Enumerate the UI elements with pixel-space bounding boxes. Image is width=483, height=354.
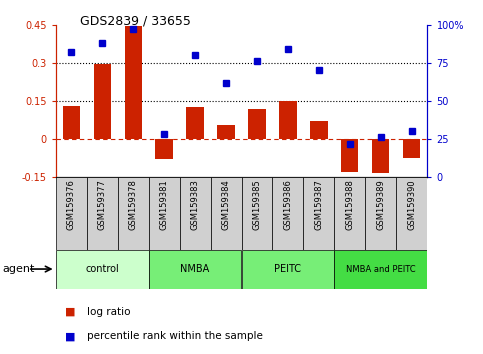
Bar [94,64,111,139]
Bar [62,106,80,139]
Text: percentile rank within the sample: percentile rank within the sample [87,331,263,341]
Bar [211,177,242,250]
Text: control: control [85,264,119,274]
Bar [397,177,427,250]
Bar [372,139,389,173]
Bar [56,177,86,250]
Text: ■: ■ [65,307,76,316]
Bar [180,177,211,250]
Text: GSM159387: GSM159387 [314,179,324,230]
Text: GSM159389: GSM159389 [376,179,385,230]
Text: agent: agent [2,264,35,274]
Bar [117,177,149,250]
Bar [242,177,272,250]
Text: log ratio: log ratio [87,307,130,316]
Bar [149,250,242,289]
Text: ■: ■ [65,331,76,341]
Bar [303,177,334,250]
Text: PEITC: PEITC [274,264,301,274]
Bar [186,107,203,139]
Text: GSM159390: GSM159390 [408,179,416,230]
Bar [56,250,149,289]
Text: GSM159377: GSM159377 [98,179,107,230]
Bar [86,177,117,250]
Bar [334,177,366,250]
Bar [366,177,397,250]
Bar [272,177,303,250]
Bar [248,108,266,139]
Text: GSM159383: GSM159383 [190,179,199,230]
Text: NMBA: NMBA [180,264,210,274]
Bar [149,177,180,250]
Bar [334,250,427,289]
Bar [341,139,358,172]
Bar [125,26,142,139]
Bar [403,139,421,158]
Text: NMBA and PEITC: NMBA and PEITC [346,264,416,274]
Bar [156,139,172,159]
Text: GDS2839 / 33655: GDS2839 / 33655 [80,14,191,27]
Text: GSM159384: GSM159384 [222,179,230,230]
Text: GSM159385: GSM159385 [253,179,261,230]
Bar [242,250,334,289]
Text: GSM159376: GSM159376 [67,179,75,230]
Text: GSM159378: GSM159378 [128,179,138,230]
Bar [311,121,327,139]
Text: GSM159386: GSM159386 [284,179,293,230]
Bar [217,125,235,139]
Text: GSM159388: GSM159388 [345,179,355,230]
Bar [280,101,297,139]
Text: GSM159381: GSM159381 [159,179,169,230]
